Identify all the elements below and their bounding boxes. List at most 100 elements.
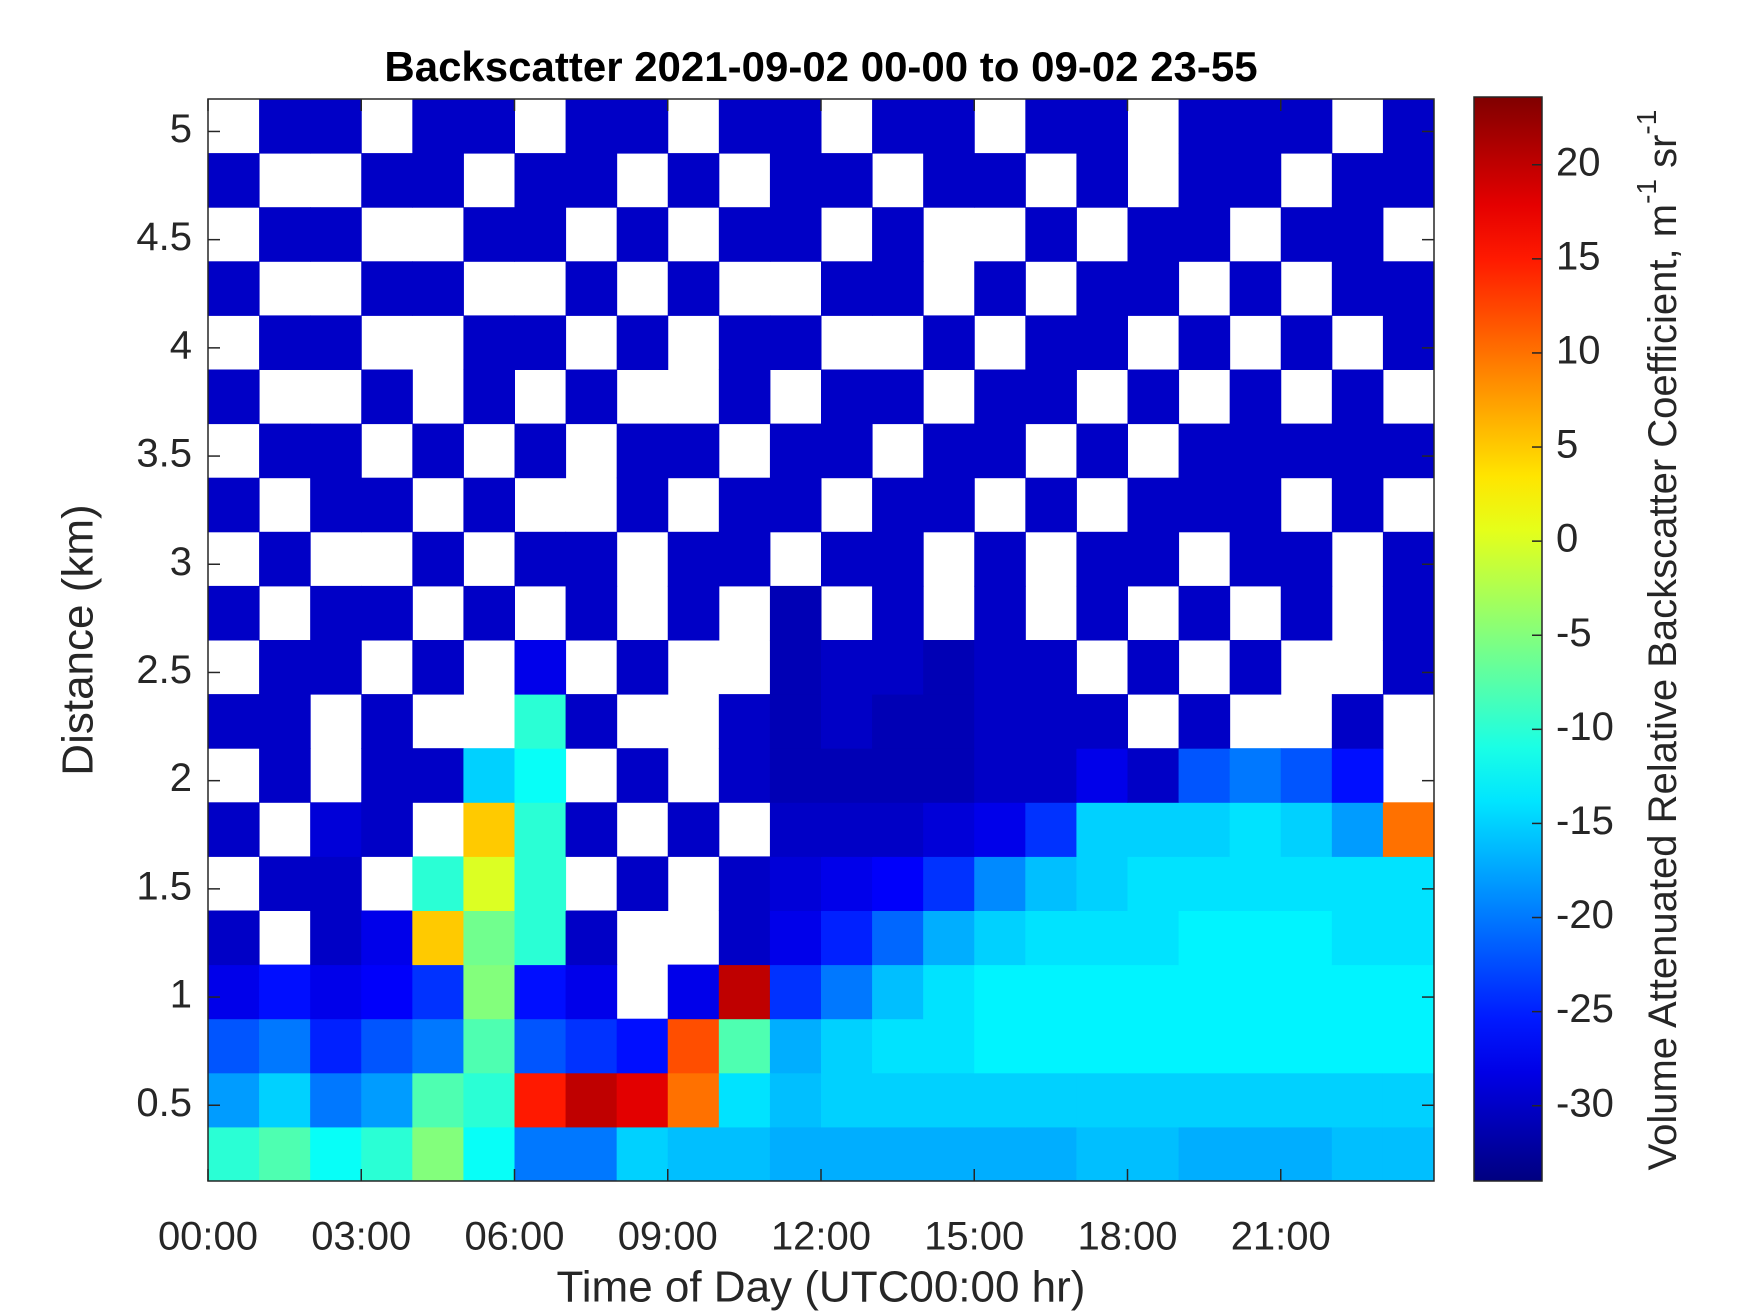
heatmap-cell xyxy=(1331,207,1384,262)
heatmap-cell xyxy=(769,99,822,154)
heatmap-cell xyxy=(667,964,720,1020)
heatmap-cell xyxy=(1331,856,1384,911)
heatmap-cell xyxy=(463,369,515,425)
heatmap-cell xyxy=(872,99,924,154)
heatmap-cell xyxy=(514,964,567,1020)
heatmap-cell xyxy=(974,964,1026,1020)
heatmap-cell xyxy=(208,1018,260,1074)
heatmap-cell xyxy=(1127,1126,1180,1182)
heatmap-cell xyxy=(412,423,464,479)
heatmap-cell xyxy=(463,1126,515,1182)
heatmap-cell xyxy=(718,1126,771,1182)
heatmap-cell xyxy=(974,261,1026,316)
heatmap-cell xyxy=(718,315,771,370)
heatmap-cell xyxy=(616,748,669,803)
heatmap-cell xyxy=(872,369,924,425)
heatmap-cell xyxy=(514,207,567,262)
heatmap-cell xyxy=(259,1072,311,1128)
heatmap-cell xyxy=(1178,910,1231,966)
heatmap-cell xyxy=(1280,964,1333,1020)
heatmap-cell xyxy=(1076,910,1128,966)
heatmap-cell xyxy=(1280,910,1333,966)
heatmap-cell xyxy=(565,99,618,154)
heatmap-cell xyxy=(923,1018,975,1074)
heatmap-cell xyxy=(616,1126,669,1182)
heatmap-cell xyxy=(718,910,771,966)
heatmap-cell xyxy=(463,1072,515,1128)
heatmap-cell xyxy=(259,423,311,479)
heatmap-cell xyxy=(412,1072,464,1128)
heatmap-cell xyxy=(310,1126,362,1182)
heatmap-cell xyxy=(974,910,1026,966)
heatmap-cell xyxy=(1229,910,1282,966)
colorbar-tick-label: 10 xyxy=(1556,329,1601,373)
heatmap-cell xyxy=(923,910,975,966)
heatmap-cell xyxy=(361,1072,413,1128)
heatmap-cell xyxy=(923,99,975,154)
heatmap-cell xyxy=(259,315,311,370)
heatmap-cell xyxy=(1229,531,1282,587)
heatmap-cell xyxy=(974,153,1026,208)
heatmap-cell xyxy=(259,99,311,154)
heatmap-cell xyxy=(1229,802,1282,857)
heatmap-cell xyxy=(310,1072,362,1128)
heatmap-cell xyxy=(514,423,567,479)
heatmap-cell xyxy=(565,910,618,966)
x-tick-label: 18:00 xyxy=(1077,1215,1177,1259)
heatmap-cell xyxy=(463,802,515,857)
x-axis-label: Time of Day (UTC00:00 hr) xyxy=(557,1263,1086,1312)
colorbar-tick-label: -20 xyxy=(1556,893,1614,937)
chart-title: Backscatter 2021-09-02 00-00 to 09-02 23… xyxy=(384,43,1257,90)
heatmap-cell xyxy=(821,153,873,208)
heatmap-cell xyxy=(821,910,873,966)
heatmap-cell xyxy=(769,585,822,641)
heatmap-cell xyxy=(1331,1126,1384,1182)
heatmap-cell xyxy=(1229,261,1282,316)
heatmap-cell xyxy=(208,694,260,749)
heatmap-cell xyxy=(821,1072,873,1128)
heatmap-cell xyxy=(769,315,822,370)
heatmap-cell xyxy=(667,1126,720,1182)
heatmap-cell xyxy=(1127,1018,1180,1074)
heatmap-cell xyxy=(565,369,618,425)
heatmap-cell xyxy=(361,1126,413,1182)
heatmap-cell xyxy=(974,585,1026,641)
heatmap-cell xyxy=(1331,964,1384,1020)
heatmap-cell xyxy=(667,423,720,479)
heatmap-cell xyxy=(872,856,924,911)
heatmap-cell xyxy=(1229,1018,1282,1074)
heatmap-cell xyxy=(208,477,260,533)
heatmap-cell xyxy=(718,531,771,587)
heatmap-cell xyxy=(872,910,924,966)
heatmap-cell xyxy=(1331,423,1384,479)
heatmap-cell xyxy=(872,1126,924,1182)
heatmap-cell xyxy=(1280,531,1333,587)
heatmap-cell xyxy=(514,802,567,857)
heatmap-cell xyxy=(565,153,618,208)
heatmap xyxy=(208,99,1435,1182)
heatmap-cell xyxy=(1025,802,1077,857)
heatmap-cell xyxy=(923,640,975,695)
heatmap-cell xyxy=(1025,477,1077,533)
heatmap-cell xyxy=(1229,1126,1282,1182)
heatmap-cell xyxy=(718,748,771,803)
heatmap-cell xyxy=(463,964,515,1020)
heatmap-cell xyxy=(1178,585,1231,641)
heatmap-cell xyxy=(872,802,924,857)
heatmap-cell xyxy=(361,1018,413,1074)
colorbar-tick-label: 20 xyxy=(1556,140,1601,184)
heatmap-cell xyxy=(514,315,567,370)
heatmap-cell xyxy=(259,207,311,262)
heatmap-cell xyxy=(514,531,567,587)
x-tick-label: 21:00 xyxy=(1231,1215,1331,1259)
x-tick-label: 06:00 xyxy=(464,1215,564,1259)
heatmap-cell xyxy=(923,802,975,857)
heatmap-cell xyxy=(1331,261,1384,316)
heatmap-cell xyxy=(1280,856,1333,911)
heatmap-cell xyxy=(412,99,464,154)
heatmap-cell xyxy=(769,207,822,262)
heatmap-cell xyxy=(821,369,873,425)
colorbar-tick-label: -25 xyxy=(1556,987,1614,1031)
heatmap-cell xyxy=(872,1072,924,1128)
heatmap-cell xyxy=(923,315,975,370)
